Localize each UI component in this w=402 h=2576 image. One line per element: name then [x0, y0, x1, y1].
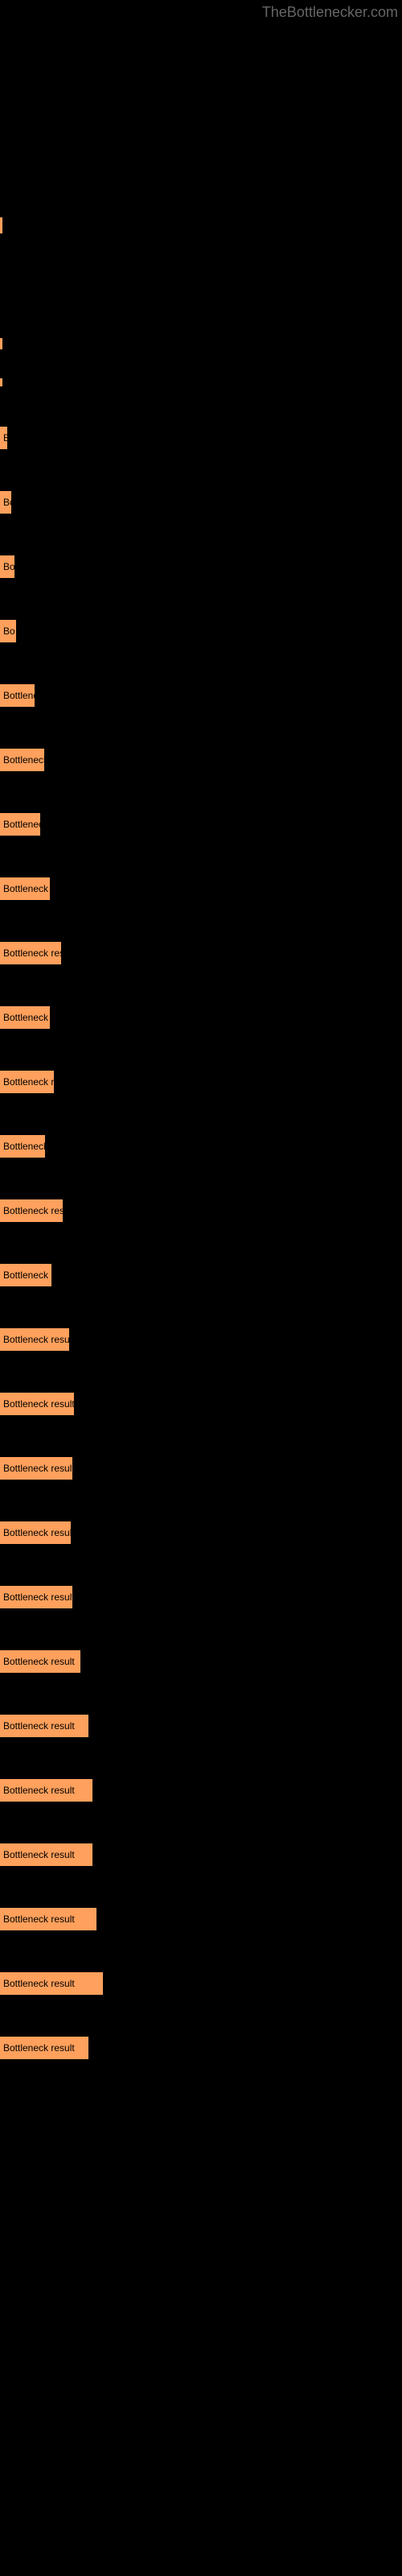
bar-row: Bottleneck result: [0, 1199, 402, 1222]
bar-label: B: [3, 432, 10, 444]
bar-row: Bottleneck result: [0, 2037, 402, 2059]
bar-label: Bottleneck res: [3, 1012, 64, 1023]
bar-label: Bottleneck result: [3, 1591, 75, 1603]
bar-label: Bottleneck result: [3, 1785, 75, 1796]
bar-label: Bo: [3, 497, 15, 508]
bar-row: Bottleneck res: [0, 1006, 402, 1029]
bar-label: Bottleneck result: [3, 2042, 75, 2054]
bar-row: Bottleneck r: [0, 749, 402, 771]
bar-label: Bottleneck result: [3, 1527, 75, 1538]
bar-row: Bottleneck result: [0, 1650, 402, 1673]
bar-label: Bottleneck r: [3, 1141, 54, 1152]
bar-label: Bottleneck res: [3, 1269, 64, 1281]
chart-indicator: [0, 378, 2, 386]
bar-row: Bottleneck resu: [0, 1071, 402, 1093]
bar-row: Bo: [0, 491, 402, 514]
bar-label: Bottleneck result: [3, 947, 75, 959]
bar-row: Bottleneck result: [0, 1457, 402, 1480]
bar-row: Bottleneck result: [0, 1715, 402, 1737]
bar-chart: B Bo Bo Bo Bottlene Bottleneck r Bottlenec Bott…: [0, 0, 402, 2141]
bar-label: Bottleneck r: [3, 754, 54, 766]
bar-row: Bottleneck res: [0, 877, 402, 900]
bar-label: Bottlene: [3, 690, 39, 701]
bar-label: Bottleneck result: [3, 1463, 75, 1474]
chart-indicator: [0, 217, 2, 233]
bar-row: Bottleneck result: [0, 1328, 402, 1351]
bar-row: Bottlenec: [0, 813, 402, 836]
bar-label: Bo: [3, 561, 15, 572]
bar-row: Bottleneck result: [0, 942, 402, 964]
bar-label: Bo: [3, 625, 15, 637]
bar-label: Bottleneck result: [3, 1978, 75, 1989]
chart-indicator: [0, 338, 2, 349]
bar-row: Bottleneck result: [0, 1521, 402, 1544]
bar-label: Bottleneck result: [3, 1398, 75, 1410]
bar-label: Bottlenec: [3, 819, 43, 830]
bar-row: Bottleneck result: [0, 1779, 402, 1802]
bar-label: Bottleneck result: [3, 1913, 75, 1925]
bar-row: Bottleneck result: [0, 1972, 402, 1995]
bar-row: Bottleneck result: [0, 1586, 402, 1608]
bar-row: Bo: [0, 620, 402, 642]
bar-label: Bottleneck result: [3, 1205, 75, 1216]
bar-row: Bottleneck r: [0, 1135, 402, 1158]
bar-label: Bottleneck result: [3, 1656, 75, 1667]
bar-label: Bottleneck result: [3, 1849, 75, 1860]
bar-label: Bottleneck result: [3, 1720, 75, 1732]
bar-row: B: [0, 427, 402, 449]
bar-label: Bottleneck resu: [3, 1076, 70, 1088]
bar-label: Bottleneck res: [3, 883, 64, 894]
bar-row: Bottlene: [0, 684, 402, 707]
bar-label: Bottleneck result: [3, 1334, 75, 1345]
bar-row: Bottleneck result: [0, 1908, 402, 1930]
bar-row: Bottleneck result: [0, 1393, 402, 1415]
bar-row: Bottleneck res: [0, 1264, 402, 1286]
bar-row: Bo: [0, 555, 402, 578]
bar-row: Bottleneck result: [0, 1843, 402, 1866]
